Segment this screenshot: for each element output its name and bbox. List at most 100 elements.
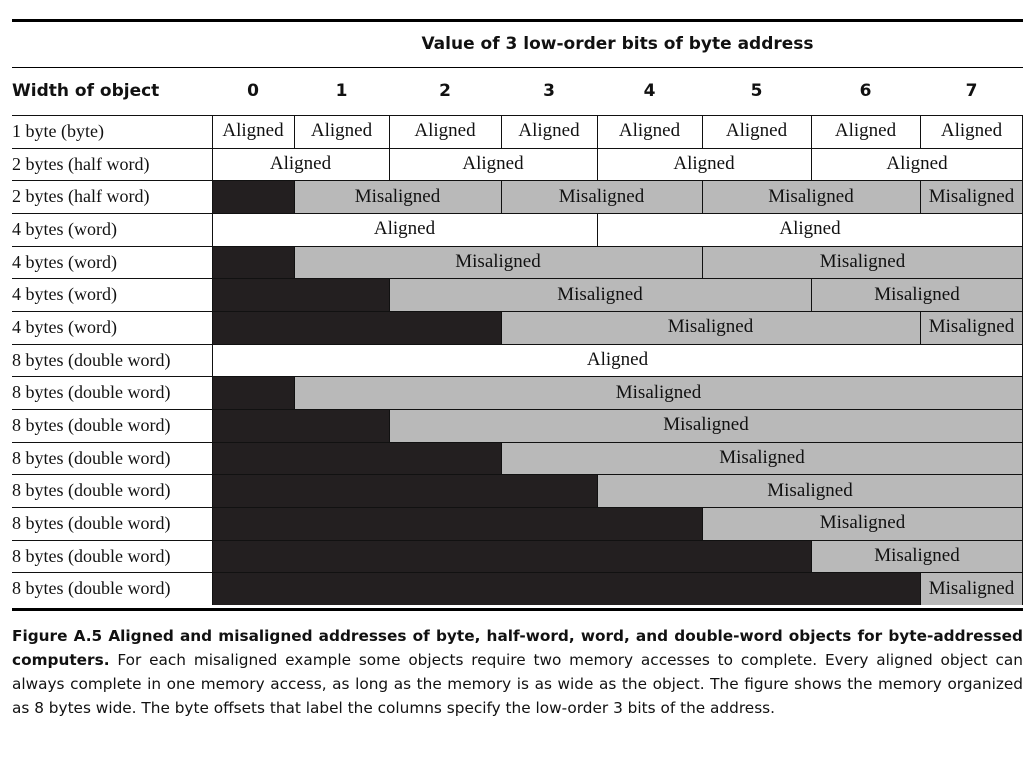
cell-divider [501,180,502,213]
row-divider [12,147,1023,149]
row-divider [12,539,1023,541]
cell-divider [389,147,390,181]
cell-divider [501,441,502,475]
cell-divider [920,115,921,148]
figure-caption: Figure A.5 Aligned and misaligned addres… [12,624,1023,720]
cell-divider [389,278,390,311]
cell-divider [597,147,598,181]
table-edge [1022,572,1023,606]
cell-divider [294,245,295,279]
misaligned-cell: Misaligned [294,180,501,213]
table-edge [1022,115,1023,148]
unused-cell [212,311,501,344]
cell-divider [294,115,295,148]
aligned-cell: Aligned [811,115,920,148]
table-edge [1022,441,1023,475]
unused-cell [212,572,920,606]
table-edge [1022,245,1023,279]
table-edge [1022,180,1023,213]
row-label: 8 bytes (double word) [12,415,171,436]
aligned-cell: Aligned [597,213,1023,246]
unused-cell [212,441,501,475]
misaligned-cell: Misaligned [702,180,920,213]
cell-divider [294,180,295,213]
row-label: 8 bytes (double word) [12,513,171,534]
aligned-cell: Aligned [389,147,597,181]
aligned-cell: Aligned [702,115,811,148]
misaligned-cell: Misaligned [702,507,1023,540]
cell-divider [501,115,502,148]
unused-cell [212,474,597,508]
header-rule [12,67,1023,68]
table-edge [212,213,213,246]
cell-divider [597,115,598,148]
misaligned-cell: Misaligned [597,474,1023,508]
aligned-cell: Aligned [920,115,1023,148]
unused-cell [212,539,811,573]
cell-divider [597,213,598,246]
table-edge [212,147,213,181]
misaligned-cell: Misaligned [920,311,1023,344]
row-label: 8 bytes (double word) [12,447,171,468]
table-edge [212,180,213,213]
aligned-cell: Aligned [212,343,1023,377]
row-label: 4 bytes (word) [12,219,117,239]
cell-divider [702,180,703,213]
column-header-4: 4 [643,81,656,101]
row-divider [12,180,1023,182]
aligned-cell: Aligned [294,115,389,148]
cell-divider [597,474,598,508]
row-divider [12,115,1023,116]
aligned-cell: Aligned [597,115,702,148]
row-label: 8 bytes (double word) [12,480,171,501]
table-header-title: Value of 3 low-order bits of byte addres… [421,34,814,54]
cell-divider [811,115,812,148]
row-label: 4 bytes (word) [12,251,117,272]
cell-divider [389,115,390,148]
misaligned-cell: Misaligned [920,180,1023,213]
column-header-0: 0 [247,81,259,101]
bottom-rule [12,608,1023,611]
cell-divider [702,245,703,279]
table-edge [1022,147,1023,181]
misaligned-cell: Misaligned [294,245,702,279]
row-label: 8 bytes (double word) [12,382,171,403]
misaligned-cell: Misaligned [501,180,702,213]
table-edge [212,539,213,573]
table-edge [1022,311,1023,344]
table-edge [1022,343,1023,377]
aligned-cell: Aligned [501,115,597,148]
cell-divider [920,311,921,344]
table-edge [212,572,213,606]
table-edge [212,343,213,377]
width-column-header: Width of object [12,81,160,101]
aligned-cell: Aligned [597,147,811,181]
cell-divider [811,278,812,311]
row-divider [12,572,1023,574]
unused-cell [212,507,702,540]
cell-divider [702,115,703,148]
cell-divider [920,180,921,213]
aligned-cell: Aligned [389,115,501,148]
cell-divider [501,311,502,344]
caption-title: Figure A.5 Aligned and misaligned addres… [12,627,1023,669]
caption-body: For each misaligned example some objects… [12,651,1023,717]
misaligned-cell: Misaligned [811,278,1023,311]
table-edge [212,474,213,508]
row-divider [12,474,1023,476]
column-header-2: 2 [439,81,451,101]
row-divider [12,311,1023,313]
row-label: 8 bytes (double word) [12,545,171,566]
column-header-3: 3 [543,81,555,101]
unused-cell [212,278,389,311]
cell-divider [702,507,703,540]
unused-cell [212,409,389,442]
cell-divider [389,409,390,442]
column-header-6: 6 [859,81,872,101]
aligned-cell: Aligned [212,147,389,181]
misaligned-cell: Misaligned [811,539,1023,573]
table-edge [212,376,213,410]
table-edge [1022,213,1023,246]
table-edge [1022,507,1023,540]
